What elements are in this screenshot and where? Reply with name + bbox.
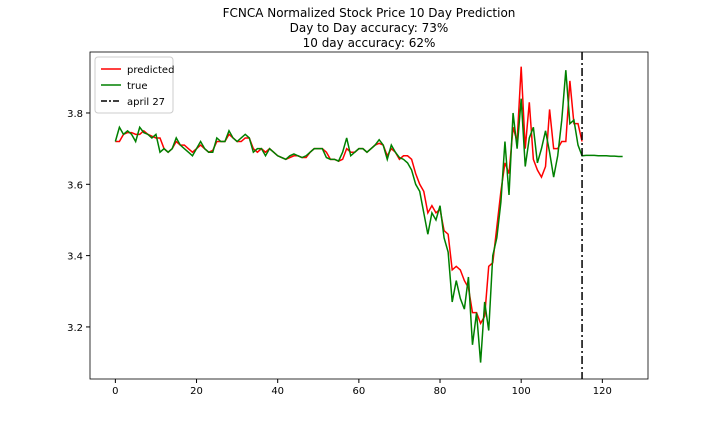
x-tick-label: 60 <box>352 386 365 397</box>
legend-label: predicted <box>127 65 174 76</box>
y-tick-label: 3.4 <box>67 252 83 263</box>
x-tick-label: 0 <box>112 386 118 397</box>
legend-label: true <box>127 81 148 92</box>
series-line <box>114 70 623 363</box>
x-tick-label: 120 <box>593 386 612 397</box>
chart-subtitle: Day to Day accuracy: 73% <box>290 21 449 35</box>
y-tick-label: 3.2 <box>67 323 83 334</box>
legend-box <box>94 56 174 114</box>
x-tick-label: 40 <box>271 386 284 397</box>
x-tick-label: 20 <box>190 386 203 397</box>
x-tick-label: 100 <box>512 386 531 397</box>
x-tick-label: 80 <box>434 386 447 397</box>
chart-subtitle: 10 day accuracy: 62% <box>303 36 436 50</box>
y-tick-label: 3.8 <box>67 109 83 120</box>
chart-title: FCNCA Normalized Stock Price 10 Day Pred… <box>223 6 516 20</box>
legend-label: april 27 <box>127 97 165 108</box>
y-tick-label: 3.6 <box>67 180 83 191</box>
series-line <box>115 66 583 326</box>
axes-frame <box>89 51 649 380</box>
